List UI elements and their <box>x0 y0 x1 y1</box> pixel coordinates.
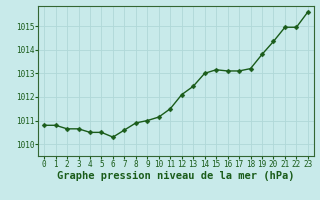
X-axis label: Graphe pression niveau de la mer (hPa): Graphe pression niveau de la mer (hPa) <box>57 171 295 181</box>
